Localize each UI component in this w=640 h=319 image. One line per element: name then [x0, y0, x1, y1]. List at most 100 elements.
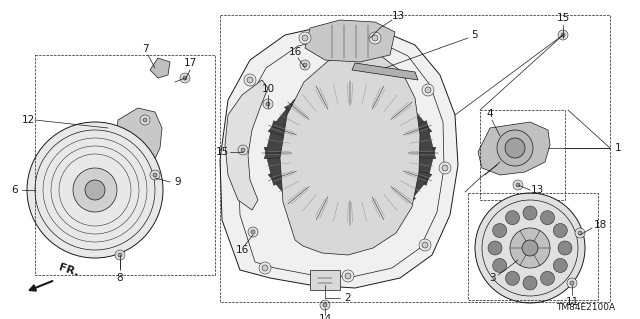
Text: 15: 15	[216, 147, 228, 157]
Circle shape	[303, 63, 307, 67]
Circle shape	[140, 115, 150, 125]
Polygon shape	[108, 108, 162, 228]
Circle shape	[541, 211, 554, 225]
Circle shape	[554, 258, 567, 272]
Circle shape	[299, 32, 311, 44]
Circle shape	[241, 148, 245, 152]
Circle shape	[442, 165, 448, 171]
Circle shape	[183, 76, 187, 80]
Circle shape	[323, 303, 327, 307]
Circle shape	[506, 211, 520, 225]
Text: 18: 18	[593, 220, 607, 230]
Text: 13: 13	[531, 185, 543, 195]
Circle shape	[372, 35, 378, 41]
Circle shape	[493, 224, 507, 238]
Circle shape	[425, 87, 431, 93]
Polygon shape	[352, 63, 418, 80]
Circle shape	[567, 278, 577, 288]
Circle shape	[558, 241, 572, 255]
Circle shape	[513, 180, 523, 190]
Circle shape	[523, 276, 537, 290]
Text: 11: 11	[565, 297, 579, 307]
Circle shape	[73, 168, 117, 212]
Circle shape	[27, 122, 163, 258]
Circle shape	[266, 102, 270, 106]
Text: 2: 2	[345, 293, 351, 303]
Text: 9: 9	[175, 177, 181, 187]
Circle shape	[300, 60, 310, 70]
Circle shape	[180, 73, 190, 83]
Circle shape	[263, 99, 273, 109]
Circle shape	[248, 227, 258, 237]
Polygon shape	[343, 197, 389, 223]
Text: 3: 3	[489, 273, 495, 283]
Text: 4: 4	[486, 109, 493, 119]
Text: 8: 8	[116, 273, 124, 283]
Circle shape	[369, 32, 381, 44]
Polygon shape	[310, 83, 357, 109]
Circle shape	[510, 228, 550, 268]
Circle shape	[488, 241, 502, 255]
Circle shape	[247, 77, 253, 83]
Text: 5: 5	[470, 30, 477, 40]
Circle shape	[422, 242, 428, 248]
Circle shape	[578, 231, 582, 235]
Text: 17: 17	[184, 58, 196, 68]
Circle shape	[143, 118, 147, 122]
Circle shape	[302, 35, 308, 41]
Circle shape	[505, 138, 525, 158]
Circle shape	[262, 265, 268, 271]
Polygon shape	[478, 122, 550, 175]
Text: 16: 16	[289, 47, 301, 57]
Circle shape	[251, 230, 255, 234]
Circle shape	[150, 170, 160, 180]
Circle shape	[320, 300, 330, 310]
Circle shape	[345, 273, 351, 279]
Text: 1: 1	[614, 143, 621, 153]
Text: 7: 7	[141, 44, 148, 54]
Circle shape	[522, 240, 538, 256]
Polygon shape	[403, 121, 436, 159]
Polygon shape	[225, 80, 268, 210]
Polygon shape	[268, 168, 311, 207]
Circle shape	[85, 180, 105, 200]
Circle shape	[244, 74, 256, 86]
Circle shape	[475, 193, 585, 303]
Circle shape	[439, 162, 451, 174]
Polygon shape	[388, 99, 432, 138]
Circle shape	[554, 224, 567, 238]
Circle shape	[561, 33, 565, 37]
Polygon shape	[403, 147, 436, 185]
Circle shape	[516, 183, 520, 187]
Text: 6: 6	[12, 185, 19, 195]
Circle shape	[523, 206, 537, 220]
Polygon shape	[388, 168, 432, 207]
Polygon shape	[264, 147, 297, 185]
Polygon shape	[305, 20, 395, 62]
Circle shape	[259, 262, 271, 274]
Polygon shape	[368, 185, 415, 220]
Circle shape	[493, 258, 507, 272]
Polygon shape	[368, 86, 415, 121]
Circle shape	[153, 173, 157, 177]
Polygon shape	[310, 197, 357, 223]
Text: 12: 12	[21, 115, 35, 125]
Text: 15: 15	[556, 13, 570, 23]
Circle shape	[541, 271, 554, 285]
Circle shape	[497, 130, 533, 166]
Polygon shape	[220, 25, 458, 288]
Polygon shape	[268, 99, 311, 138]
Polygon shape	[150, 58, 170, 78]
Circle shape	[342, 270, 354, 282]
Text: 13: 13	[392, 11, 404, 21]
Text: FR.: FR.	[57, 262, 79, 278]
Polygon shape	[310, 270, 340, 290]
Polygon shape	[264, 121, 297, 159]
Circle shape	[118, 253, 122, 257]
Polygon shape	[343, 83, 389, 109]
Text: 14: 14	[318, 314, 332, 319]
Text: 16: 16	[236, 245, 248, 255]
Polygon shape	[284, 185, 332, 220]
Text: 10: 10	[261, 84, 275, 94]
Polygon shape	[280, 53, 420, 255]
